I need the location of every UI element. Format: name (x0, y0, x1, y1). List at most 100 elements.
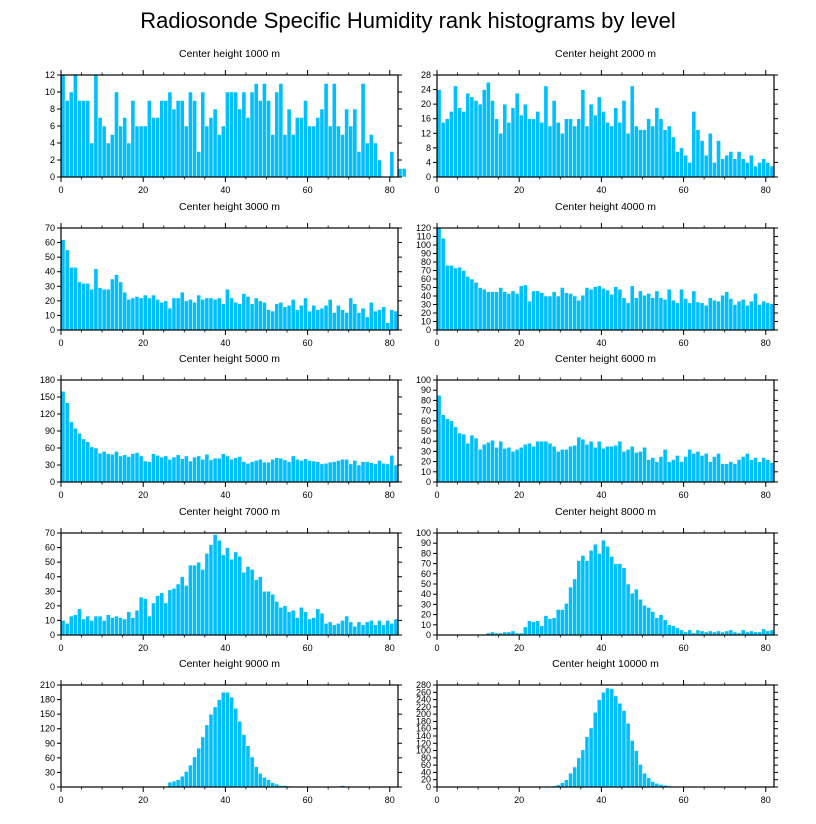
histogram-bar (299, 460, 304, 483)
y-tick-label: 24 (421, 85, 431, 95)
histogram-bar (68, 615, 74, 636)
histogram-bar (237, 556, 243, 636)
histogram-bar (221, 125, 226, 178)
histogram-bar (510, 630, 516, 636)
histogram-bar (539, 122, 545, 178)
histogram-bar (457, 107, 462, 178)
histogram-bar (237, 456, 243, 483)
histogram-bar (303, 100, 308, 178)
histogram-bar (592, 543, 598, 636)
y-tick-label: 0 (426, 630, 431, 640)
panel-title: Center height 5000 m (179, 353, 280, 365)
x-tick-label: 20 (514, 643, 524, 653)
histogram-bar (327, 461, 333, 483)
y-tick-label: 180 (40, 375, 55, 385)
x-tick-label: 60 (303, 185, 313, 195)
histogram-bar (617, 440, 623, 483)
histogram-bar (609, 688, 614, 788)
y-tick-label: 70 (421, 266, 431, 276)
histogram-bar (707, 630, 713, 636)
histogram-bar (130, 100, 136, 178)
histogram-bar (588, 288, 594, 331)
histogram-bar (147, 615, 152, 636)
histogram-bar (646, 607, 651, 636)
histogram-bar (151, 294, 156, 331)
histogram-bar (364, 461, 370, 483)
histogram-bar (110, 278, 115, 331)
histogram-bar (241, 734, 247, 788)
histogram-bar (621, 710, 627, 788)
y-tick-label: 20 (421, 99, 431, 109)
histogram-bar (601, 288, 606, 331)
y-tick-label: 120 (416, 223, 431, 233)
histogram-bar (749, 154, 754, 178)
panel-title: Center height 8000 m (555, 506, 656, 518)
histogram-bar (278, 457, 284, 483)
histogram-bar (769, 303, 775, 331)
histogram-bar (307, 618, 312, 636)
histogram-bar (130, 617, 136, 636)
y-tick-label: 60 (45, 443, 55, 453)
histogram-bar (258, 773, 263, 788)
histogram-bar (580, 294, 586, 331)
histogram-bar (373, 463, 378, 483)
x-tick-label: 20 (138, 185, 148, 195)
histogram-bar (114, 91, 119, 178)
histogram-bar (352, 626, 358, 636)
histogram-bar (216, 699, 222, 788)
histogram-bar (629, 85, 635, 178)
histogram-bar (163, 100, 169, 178)
histogram-bar (658, 614, 664, 636)
histogram-bar (142, 294, 148, 331)
histogram-bar (282, 134, 288, 178)
y-tick-label: 120 (40, 724, 55, 734)
histogram-bar (262, 461, 267, 483)
histogram-bar (299, 117, 304, 178)
histogram-bar (547, 295, 553, 331)
y-tick-label: 120 (416, 738, 431, 748)
histogram-bar (401, 168, 407, 178)
histogram-bar (502, 448, 508, 483)
histogram-bar (691, 290, 697, 331)
histogram-bar (605, 687, 610, 788)
histogram-bar (572, 125, 577, 178)
histogram-bar (130, 297, 136, 331)
y-tick-label: 200 (416, 709, 431, 719)
histogram-bar (477, 103, 483, 178)
y-tick-label: 70 (421, 406, 431, 416)
histogram-bar (184, 125, 189, 178)
histogram-bar (364, 142, 370, 178)
y-tick-label: 0 (426, 325, 431, 335)
histogram-bar (662, 129, 668, 178)
y-tick-label: 150 (40, 392, 55, 402)
x-tick-label: 0 (58, 643, 63, 653)
histogram-bar (175, 297, 181, 331)
histogram-bar (597, 96, 602, 178)
histogram-bar (638, 290, 643, 331)
histogram-bar (151, 602, 156, 636)
histogram-bar (315, 608, 321, 636)
y-tick-label: 30 (421, 446, 431, 456)
histogram-bar (303, 458, 308, 483)
histogram-bar (237, 108, 243, 178)
y-tick-label: 180 (40, 695, 55, 705)
y-tick-label: 40 (421, 436, 431, 446)
histogram-bar (761, 628, 767, 636)
histogram-bar (101, 620, 107, 636)
histogram-bar (114, 615, 119, 636)
x-tick-label: 0 (434, 338, 439, 348)
histogram-bar (605, 446, 610, 483)
histogram-bar (481, 288, 487, 331)
histogram-bar (527, 118, 532, 178)
histogram-bar (753, 165, 758, 178)
y-tick-label: 100 (416, 746, 431, 756)
histogram-bar (179, 100, 185, 178)
y-tick-label: 260 (416, 687, 431, 697)
histogram-bar (765, 302, 771, 331)
histogram-bar (270, 134, 275, 178)
histogram-bar (105, 453, 111, 483)
histogram-bar (196, 151, 201, 178)
panel-title: Center height 4000 m (555, 201, 656, 213)
histogram-bar (327, 125, 333, 178)
histogram-bar (319, 307, 325, 331)
